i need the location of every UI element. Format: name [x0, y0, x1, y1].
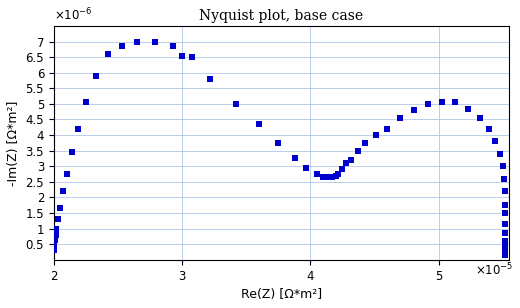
Point — [324, 175, 332, 180]
Point — [50, 248, 58, 253]
Point — [354, 148, 362, 153]
Point — [334, 172, 343, 176]
Point — [328, 175, 336, 180]
Point — [501, 248, 509, 253]
Point — [274, 140, 282, 145]
Point — [74, 126, 82, 131]
Text: $\times 10^{-5}$: $\times 10^{-5}$ — [475, 262, 514, 279]
Point — [347, 157, 356, 162]
Point — [52, 226, 60, 231]
Point — [169, 44, 177, 49]
Point — [396, 116, 404, 120]
X-axis label: Re(Z) [Ω*m²]: Re(Z) [Ω*m²] — [241, 288, 322, 301]
Point — [92, 73, 100, 78]
Point — [232, 101, 240, 106]
Point — [313, 172, 321, 176]
Point — [501, 221, 509, 226]
Point — [501, 203, 509, 208]
Point — [319, 175, 327, 180]
Point — [206, 76, 214, 81]
Point — [500, 176, 508, 181]
Point — [82, 100, 90, 105]
Point — [338, 167, 346, 172]
Point — [118, 44, 126, 49]
Point — [178, 53, 186, 58]
Point — [62, 172, 71, 176]
Point — [451, 100, 459, 105]
Point — [188, 55, 197, 59]
Point — [51, 237, 59, 242]
Point — [499, 164, 507, 169]
Point — [133, 39, 141, 44]
Point — [475, 116, 484, 120]
Point — [383, 126, 392, 131]
Point — [438, 100, 447, 105]
Y-axis label: -Im(Z) [Ω*m²]: -Im(Z) [Ω*m²] — [7, 100, 20, 185]
Point — [342, 161, 350, 166]
Point — [56, 206, 64, 211]
Point — [496, 151, 504, 156]
Point — [361, 140, 370, 145]
Point — [291, 156, 299, 161]
Point — [302, 165, 310, 170]
Point — [50, 242, 59, 247]
Point — [51, 232, 60, 237]
Point — [68, 150, 76, 155]
Point — [464, 106, 472, 111]
Point — [54, 217, 62, 222]
Point — [424, 101, 433, 106]
Point — [371, 132, 380, 137]
Text: $\times 10^{-6}$: $\times 10^{-6}$ — [54, 7, 93, 24]
Point — [501, 239, 509, 244]
Point — [501, 243, 509, 248]
Point — [501, 211, 509, 216]
Point — [501, 189, 509, 194]
Point — [491, 139, 499, 144]
Point — [151, 39, 159, 44]
Point — [255, 122, 263, 127]
Point — [501, 231, 509, 236]
Point — [410, 107, 418, 112]
Point — [501, 253, 509, 257]
Point — [103, 51, 112, 56]
Title: Nyquist plot, base case: Nyquist plot, base case — [199, 9, 363, 23]
Point — [484, 126, 492, 131]
Point — [332, 173, 340, 178]
Point — [59, 189, 67, 194]
